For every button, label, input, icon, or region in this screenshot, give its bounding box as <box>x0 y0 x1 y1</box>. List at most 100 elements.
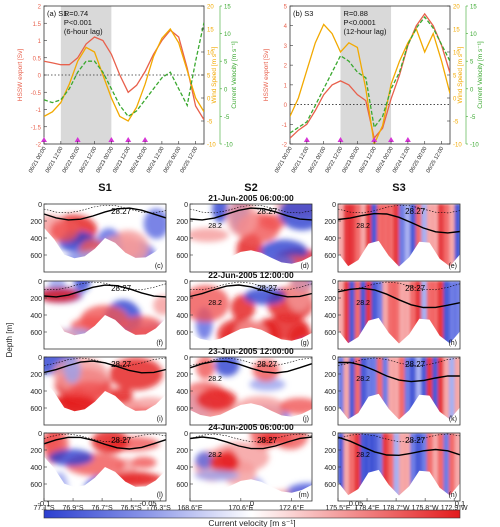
ytick-label: 200 <box>324 372 336 379</box>
velocity-cell <box>415 281 423 349</box>
velocity-section-panels: S1 S2 S3 21-Jun-2005 06:00:00 28.27 (c) 0 200 40… <box>5 182 468 512</box>
ytick-left-label: -2 <box>36 143 42 149</box>
velocity-cell <box>399 357 406 425</box>
ytick-label: 0 <box>38 431 42 438</box>
ytick-right1-label: -10 <box>207 143 216 149</box>
velocity-cell <box>376 281 384 349</box>
velocity-cell <box>365 204 373 272</box>
ytick-label: 200 <box>176 219 188 226</box>
ytick-left-label: 1 <box>284 83 288 89</box>
isopycnal-dotted <box>337 281 461 291</box>
velocity-cell <box>382 281 389 349</box>
velocity-cell <box>382 204 389 272</box>
ytick-label: 600 <box>176 482 188 489</box>
velocity-cell <box>382 433 389 501</box>
ytick-right2-label: 10 <box>470 32 477 38</box>
ytick-right2-label: 0 <box>224 87 228 93</box>
velocity-cell <box>371 433 378 501</box>
panel-letter: (f) <box>156 340 163 347</box>
velocity-cell <box>349 281 356 349</box>
ytick-label: 400 <box>324 236 336 243</box>
bathymetry <box>338 317 460 349</box>
xtick-label: 76.7°S <box>92 504 113 512</box>
xtick-label: 76.9°S <box>63 504 84 512</box>
velocity-cell <box>448 433 456 501</box>
xtick-label: 170.6°E <box>228 504 253 512</box>
ylabel-left: HSSW export [Sv] <box>17 49 24 102</box>
velocity-cell <box>109 357 163 391</box>
row-title: 23-Jun-2005 12:00:00 <box>208 346 294 356</box>
event-marker <box>337 137 344 142</box>
xtick-label: 168.6°E <box>178 504 203 512</box>
ytick-label: 600 <box>30 330 42 337</box>
panel-letter: (j) <box>303 416 309 423</box>
velocity-cell <box>410 204 417 272</box>
velocity-cell <box>338 357 345 425</box>
isopycnal-label: 28.27 <box>111 360 132 369</box>
ytick-right1-label: 15 <box>207 28 214 34</box>
panel-letter: (i) <box>157 416 163 423</box>
ylabel-depth: Depth [m] <box>5 323 14 358</box>
section-panel-r3-c2: 28.27 28.2 (n) 0 200 400 600 175.5°E 178.4°E 178.… <box>324 431 468 512</box>
velocity-cell <box>421 281 428 349</box>
ytick-label: 0 <box>184 431 188 438</box>
xtick-label: 175.5°E <box>326 504 351 512</box>
velocity-cell <box>338 281 345 349</box>
ytick-right2-label: -5 <box>470 115 476 121</box>
ytick-right1-label: 20 <box>207 5 214 11</box>
ytick-left-label: -1.5 <box>31 125 42 131</box>
velocity-cell <box>448 357 456 425</box>
velocity-cell <box>404 281 412 349</box>
bathymetry <box>338 240 460 272</box>
panel-letter: (h) <box>448 340 457 347</box>
ytick-left-label: 0 <box>38 74 42 80</box>
velocity-field <box>338 204 460 272</box>
panel-letter: (l) <box>157 492 163 499</box>
ylabel-right1: Wind Speed [m s⁻¹] <box>457 46 464 103</box>
velocity-cell <box>194 469 240 481</box>
event-marker <box>404 137 411 142</box>
isopycnal-line <box>43 360 167 374</box>
ytick-label: 0 <box>38 279 42 286</box>
velocity-cell <box>338 433 345 501</box>
velocity-cell <box>454 357 460 425</box>
isopycnal-label: 28.2 <box>356 376 370 383</box>
section-panel-r1-c1: 28.27 28.2 (g) 0 200 400 600 <box>176 279 313 350</box>
velocity-cell <box>443 357 450 425</box>
isopycnal-label: 28.27 <box>257 207 278 216</box>
line-panel-1: -2-1012345-10-505101520-10-505101506/21 … <box>263 5 484 175</box>
velocity-field <box>338 281 460 349</box>
bathymetry <box>338 393 460 425</box>
velocity-cell <box>437 204 445 272</box>
velocity-cell <box>365 433 373 501</box>
velocity-cell <box>443 433 450 501</box>
velocity-cell <box>44 287 81 303</box>
velocity-cell <box>153 295 166 316</box>
ytick-left-label: 2 <box>284 64 288 70</box>
isopycnal-dotted <box>189 281 313 291</box>
panel-letter: (c) <box>155 263 163 270</box>
colorbar-gradient <box>43 509 461 519</box>
velocity-field <box>338 357 460 425</box>
shaded-region <box>340 6 392 144</box>
stat-label: (6-hour lag) <box>64 27 103 36</box>
velocity-cell <box>360 204 367 272</box>
section-panel-r0-c2: 28.27 28.2 (e) 0 200 400 600 <box>324 202 461 273</box>
ytick-label: 400 <box>176 389 188 396</box>
isopycnal-line <box>189 436 313 450</box>
event-marker <box>371 137 378 142</box>
isopycnal-line <box>43 284 167 298</box>
ytick-left-label: 3 <box>284 44 288 50</box>
row-title: 22-Jun-2005 12:00:00 <box>208 270 294 280</box>
event-marker <box>125 137 132 142</box>
xtick-label: 76.5°S <box>121 504 142 512</box>
velocity-cell <box>387 433 395 501</box>
ytick-label: 600 <box>30 253 42 260</box>
ytick-label: 400 <box>176 236 188 243</box>
panel-letter: (n) <box>448 492 457 499</box>
ytick-label: 0 <box>332 431 336 438</box>
velocity-cell <box>393 357 400 425</box>
isopycnal-dotted <box>43 281 167 291</box>
ytick-left-label: 2 <box>38 5 42 11</box>
